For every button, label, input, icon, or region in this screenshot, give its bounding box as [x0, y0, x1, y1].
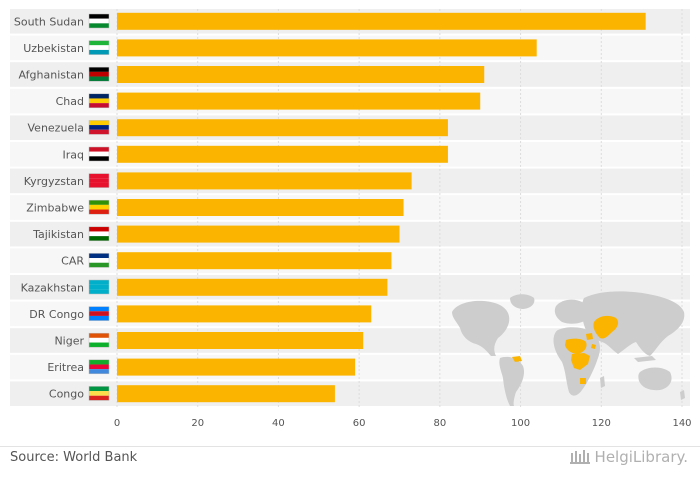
flag-icon: [88, 66, 110, 82]
map-north-america: [452, 300, 510, 356]
x-tick-label: 0: [114, 418, 120, 429]
flag-icon: [88, 359, 110, 375]
bar[interactable]: [117, 305, 372, 323]
map-niger-chad: [565, 338, 587, 354]
x-tick-label: 80: [433, 418, 446, 429]
bar[interactable]: [117, 199, 404, 216]
x-tick-label: 40: [272, 418, 285, 429]
bar[interactable]: [117, 225, 400, 243]
bar[interactable]: [117, 252, 392, 270]
world-map: [452, 291, 685, 406]
bar[interactable]: [117, 92, 481, 110]
map-central-africa: [571, 353, 590, 370]
flag-icon: [88, 253, 110, 268]
footer-divider: [0, 446, 700, 447]
bar[interactable]: [117, 278, 388, 296]
flag-icon: [88, 332, 110, 348]
bars: [117, 12, 646, 403]
category-label: Eritrea: [47, 361, 84, 374]
x-tick-label: 140: [672, 418, 691, 429]
map-australia: [638, 367, 672, 391]
bar[interactable]: [117, 39, 537, 57]
bar[interactable]: [117, 172, 412, 190]
map-europe: [554, 299, 589, 324]
flag-icon: [88, 386, 110, 401]
category-label: DR Congo: [29, 308, 84, 321]
map-iraq: [586, 333, 593, 340]
brand-name: HelgiLibrary.: [594, 448, 688, 466]
map-zimbabwe: [580, 378, 586, 384]
bar[interactable]: [117, 66, 485, 83]
map-indonesia: [634, 356, 656, 362]
category-labels: South Sudan Uzbekistan Afghanistan Chad Vene…: [14, 15, 85, 400]
category-label: South Sudan: [14, 15, 84, 28]
flag-icon: [88, 306, 110, 321]
category-label: Congo: [49, 388, 84, 401]
category-label: CAR: [61, 255, 84, 268]
brand-logo[interactable]: HelgiLibrary.: [569, 448, 688, 466]
flag-icon: [88, 173, 110, 188]
category-label: Afghanistan: [19, 69, 85, 82]
category-label: Uzbekistan: [23, 42, 84, 55]
flag-icon: [88, 146, 110, 162]
map-eritrea: [591, 344, 596, 349]
category-label: Venezuela: [28, 122, 85, 135]
row-band: [10, 381, 690, 406]
flag-icon: [88, 40, 110, 55]
category-label: Zimbabwe: [26, 202, 84, 215]
map-asia: [581, 291, 685, 356]
flag-icon: [88, 120, 110, 135]
x-axis-ticks: 0 20 40 60 80 100 120 140: [114, 418, 692, 429]
map-new-zealand: [680, 390, 685, 400]
x-tick-label: 100: [511, 418, 530, 429]
map-central-asia: [593, 315, 619, 339]
flag-icon: [88, 93, 110, 109]
bar[interactable]: [117, 385, 335, 403]
bar[interactable]: [117, 119, 448, 137]
category-label: Kazakhstan: [21, 281, 84, 294]
map-madagascar: [600, 376, 605, 388]
category-label: Iraq: [63, 148, 85, 161]
source-label: Source: World Bank: [10, 450, 138, 465]
category-label: Chad: [56, 95, 84, 108]
category-label: Kyrgyzstan: [24, 175, 84, 188]
bar[interactable]: [117, 358, 356, 376]
library-icon: [569, 450, 590, 464]
flag-icon: [88, 199, 110, 215]
map-venezuela: [512, 356, 522, 362]
map-greenland: [510, 294, 535, 309]
bar[interactable]: [117, 12, 646, 30]
map-south-america: [499, 356, 525, 406]
x-tick-label: 60: [353, 418, 366, 429]
x-tick-label: 20: [191, 418, 204, 429]
bar[interactable]: [117, 332, 364, 349]
x-tick-label: 120: [592, 418, 611, 429]
flag-icon: [88, 13, 110, 29]
flag-icon: [88, 279, 110, 295]
flag-icon: [88, 226, 110, 242]
category-label: Niger: [54, 335, 84, 348]
flags: [88, 13, 110, 401]
category-label: Tajikistan: [32, 228, 84, 241]
bar[interactable]: [117, 145, 448, 163]
